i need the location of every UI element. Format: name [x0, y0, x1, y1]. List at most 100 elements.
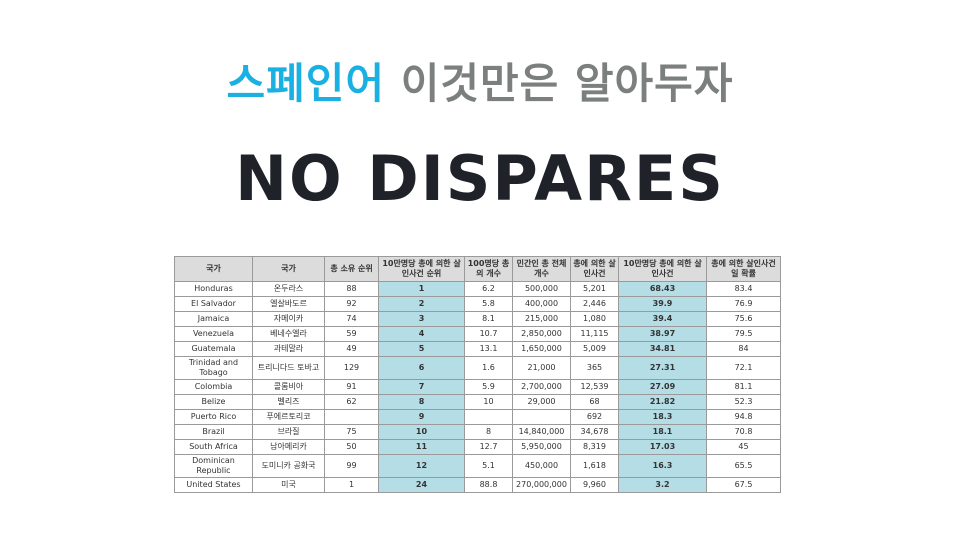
table-cell: 27.31: [618, 356, 707, 380]
table-cell: 27.09: [618, 379, 707, 395]
slide-title: NO DISPARES: [235, 142, 725, 215]
table-header-row: 국가 국가 총 소유 순위 10만명당 총에 의한 살인사건 순위 100명당 총의 개…: [174, 256, 781, 282]
table-cell: Trinidad and Tobago: [174, 356, 253, 380]
table-cell: 브라질: [252, 424, 325, 440]
table-cell: Puerto Rico: [174, 409, 253, 425]
table-cell: 자메이카: [252, 311, 325, 327]
table-cell: South Africa: [174, 439, 253, 455]
table-cell: 1.6: [464, 356, 513, 380]
table-cell: 9: [378, 409, 465, 425]
table-cell: 75.6: [706, 311, 781, 327]
table-row: El Salvador 엘살바도르 92 2 5.8 400,000 2,446 39.9 76…: [174, 296, 781, 312]
table-cell: 베네수엘라: [252, 326, 325, 342]
table-cell: 365: [570, 356, 619, 380]
table-cell: 91: [324, 379, 379, 395]
table-cell: 1: [378, 281, 465, 297]
table-cell: 400,000: [512, 296, 571, 312]
table-cell: 3: [378, 311, 465, 327]
table-cell: 692: [570, 409, 619, 425]
table-cell: 2,850,000: [512, 326, 571, 342]
table-cell: 5.8: [464, 296, 513, 312]
table-cell: 콜롬비아: [252, 379, 325, 395]
table-cell: 8,319: [570, 439, 619, 455]
table-cell: 68.43: [618, 281, 707, 297]
table-row: Venezuela 베네수엘라 59 4 10.7 2,850,000 11,115 38.9…: [174, 326, 781, 342]
table-cell: 94.8: [706, 409, 781, 425]
table-row: Guatemala 과테말라 49 5 13.1 1,650,000 5,009 34.81 8…: [174, 341, 781, 357]
table-cell: 21,000: [512, 356, 571, 380]
table-cell: 65.5: [706, 454, 781, 478]
table-row: Puerto Rico 푸에르토리코 9 692 18.3 94.8: [174, 409, 781, 425]
table-cell: 1,650,000: [512, 341, 571, 357]
table-cell: 도미니카 공화국: [252, 454, 325, 478]
table-cell: 270,000,000: [512, 477, 571, 493]
table-cell: Brazil: [174, 424, 253, 440]
column-header: 총 소유 순위: [324, 256, 379, 282]
table-cell: 1,080: [570, 311, 619, 327]
table-cell: 12.7: [464, 439, 513, 455]
table-cell: 8.1: [464, 311, 513, 327]
table-cell: [464, 409, 513, 425]
table-cell: 52.3: [706, 394, 781, 410]
column-header: 10만명당 총에 의한 살인사건 순위: [378, 256, 465, 282]
table-cell: 99: [324, 454, 379, 478]
table-cell: 450,000: [512, 454, 571, 478]
table-cell: 6.2: [464, 281, 513, 297]
table-cell: 38.97: [618, 326, 707, 342]
table-cell: 과테말라: [252, 341, 325, 357]
table-cell: 17.03: [618, 439, 707, 455]
table-cell: 6: [378, 356, 465, 380]
table-row: Dominican Republic 도미니카 공화국 99 12 5.1 450,000…: [174, 454, 781, 478]
table-row: United States 미국 1 24 88.8 270,000,000 9,960 3.…: [174, 477, 781, 493]
table-cell: 79.5: [706, 326, 781, 342]
table-cell: 10: [464, 394, 513, 410]
table-row: Trinidad and Tobago 트리니다드 토바고 129 6 1.6 21,00…: [174, 356, 781, 380]
table-cell: 8: [464, 424, 513, 440]
table-row: South Africa 남아메리카 50 11 12.7 5,950,000 8,319 1…: [174, 439, 781, 455]
table-cell: 5,201: [570, 281, 619, 297]
column-header: 총에 의한 살인사건: [570, 256, 619, 282]
table-cell: 9,960: [570, 477, 619, 493]
table-cell: 5,009: [570, 341, 619, 357]
table-cell: 67.5: [706, 477, 781, 493]
table-cell: 온두라스: [252, 281, 325, 297]
table-cell: United States: [174, 477, 253, 493]
column-header: 민간인 총 전체 개수: [512, 256, 571, 282]
table-cell: 남아메리카: [252, 439, 325, 455]
table-cell: 74: [324, 311, 379, 327]
table-cell: 83.4: [706, 281, 781, 297]
table-cell: Belize: [174, 394, 253, 410]
table-cell: 푸에르토리코: [252, 409, 325, 425]
table-cell: 76.9: [706, 296, 781, 312]
heading-rest-text: 이것만은 알아두자: [400, 59, 734, 108]
table-cell: 92: [324, 296, 379, 312]
table-cell: 13.1: [464, 341, 513, 357]
table-cell: 24: [378, 477, 465, 493]
table-cell: 2,446: [570, 296, 619, 312]
table-cell: 11: [378, 439, 465, 455]
table-body: Honduras 온두라스 88 1 6.2 500,000 5,201 68.43 83.4 E…: [174, 281, 781, 493]
table-cell: 트리니다드 토바고: [252, 356, 325, 380]
table-cell: 8: [378, 394, 465, 410]
table-cell: 5.1: [464, 454, 513, 478]
table-cell: 215,000: [512, 311, 571, 327]
table-cell: 2: [378, 296, 465, 312]
table-cell: 75: [324, 424, 379, 440]
table-row: Colombia 콜롬비아 91 7 5.9 2,700,000 12,539 27.09 81…: [174, 379, 781, 395]
table-cell: [512, 409, 571, 425]
table-cell: 10.7: [464, 326, 513, 342]
table-cell: 59: [324, 326, 379, 342]
table-cell: 62: [324, 394, 379, 410]
gun-homicide-table: 국가 국가 총 소유 순위 10만명당 총에 의한 살인사건 순위 100명당 총의 개…: [174, 256, 781, 493]
table-cell: 11,115: [570, 326, 619, 342]
table-cell: 34,678: [570, 424, 619, 440]
table-cell: 72.1: [706, 356, 781, 380]
column-header: 10만명당 총에 의한 살인사건: [618, 256, 707, 282]
table-cell: 1,618: [570, 454, 619, 478]
table-cell: 10: [378, 424, 465, 440]
slide-heading: 스페인어 이것만은 알아두자: [0, 50, 960, 111]
table-cell: 49: [324, 341, 379, 357]
table-cell: 1: [324, 477, 379, 493]
table-cell: 88.8: [464, 477, 513, 493]
data-table-container: 국가 국가 총 소유 순위 10만명당 총에 의한 살인사건 순위 100명당 총의 개…: [174, 256, 781, 493]
